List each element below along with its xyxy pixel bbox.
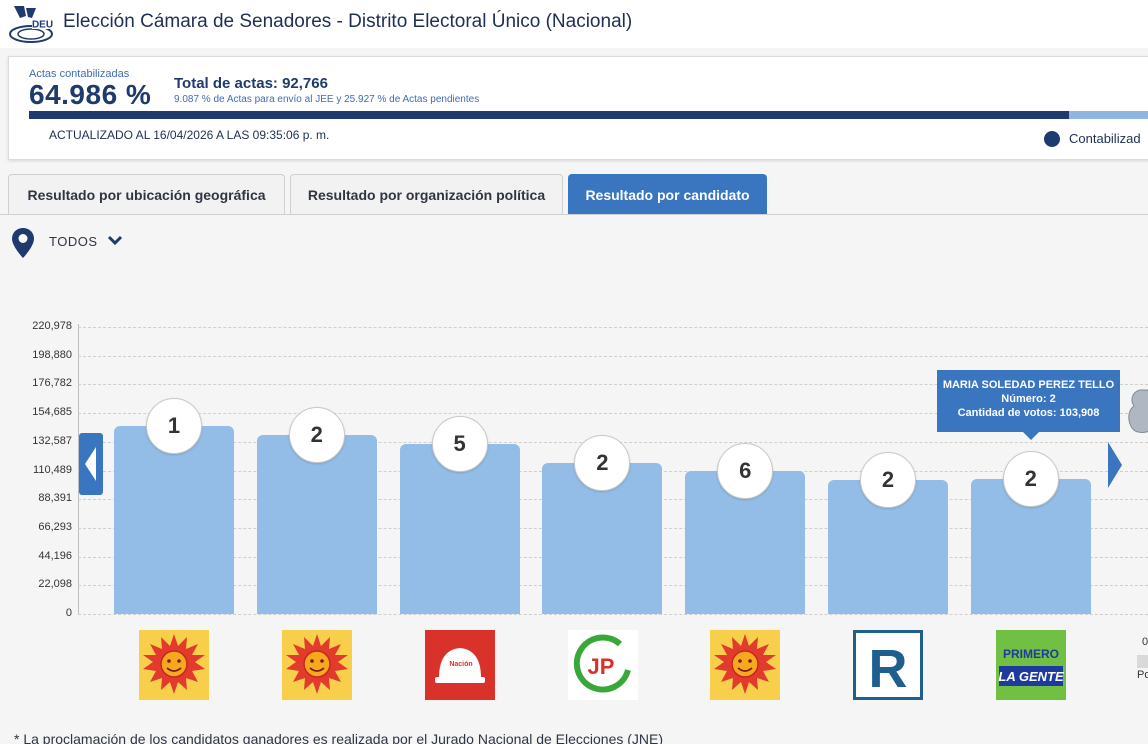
y-tick-label: 220,978 (32, 320, 72, 332)
deu-logo: DEU (9, 6, 53, 43)
party-logo-primero-la-gente: PRIMERO LA GENTE (996, 630, 1066, 700)
party-logo-sun-3 (710, 630, 780, 700)
tab-geographic[interactable]: Resultado por ubicación geográfica (8, 174, 285, 215)
tabs-divider (0, 214, 1148, 215)
y-tick-label: 198,880 (32, 348, 72, 361)
candidate-number-badge: 5 (431, 415, 488, 472)
grid-line (78, 614, 1148, 615)
tooltip-name: MARIA SOLEDAD PEREZ TELLO (942, 379, 1115, 391)
grid-line (78, 327, 1148, 328)
plg-logo-top: PRIMERO (1003, 647, 1059, 661)
legend-label: Contabilizad (1069, 131, 1141, 146)
tooltip-votes: Cantidad de votos: 103,908 (957, 407, 1100, 419)
progress-bar (29, 111, 1148, 119)
plg-logo-bottom: LA GENTE (998, 669, 1064, 684)
y-tick-label: 176,782 (32, 377, 72, 390)
y-tick-label: 132,587 (32, 434, 72, 447)
candidate-bar[interactable] (114, 425, 234, 614)
actas-label: Actas contabilizadas (29, 68, 130, 80)
actas-subtext: 9.087 % de Actas para envío al JEE y 25.… (174, 94, 480, 105)
party-logo-sun-1 (139, 630, 209, 700)
progress-fill (29, 111, 1069, 119)
actas-percentage: 64.986 % (29, 79, 152, 110)
updated-timestamp: ACTUALIZADO AL 16/04/2026 A LAS 09:35:06… (49, 128, 330, 142)
header: DEU Elección Cámara de Senadores - Distr… (0, 0, 1148, 48)
candidate-number-badge: 2 (1002, 451, 1059, 508)
y-tick-label: 110,489 (33, 463, 72, 476)
party-logo-helmet: Nación (425, 630, 495, 700)
y-tick-label: 154,685 (32, 406, 72, 419)
helmet-logo-text: Nación (449, 661, 472, 668)
page-title: Elección Cámara de Senadores - Distrito … (63, 11, 633, 32)
total-actas: Total de actas: 92,766 (174, 75, 328, 92)
chevron-down-icon[interactable] (107, 235, 123, 247)
r-logo-text: R (869, 639, 908, 699)
candidate-number-badge: 6 (717, 443, 774, 500)
partial-label: Po (1137, 669, 1148, 681)
y-tick-label: 0 (65, 607, 72, 619)
tab-candidate[interactable]: Resultado por candidato (568, 174, 767, 215)
location-select-value[interactable]: TODOS (49, 234, 98, 249)
candidate-number-badge: 2 (860, 452, 916, 509)
candidate-number-badge: 2 (574, 435, 631, 492)
y-tick-label: 22,098 (38, 578, 72, 591)
tooltip-number: Número: 2 (1001, 393, 1056, 405)
y-tick-label: 66,293 (38, 520, 72, 533)
grid-line (78, 384, 1148, 386)
chart-prev-button[interactable] (79, 433, 103, 495)
candidate-photo-partial (1128, 389, 1148, 433)
logo-text: DEU (32, 20, 53, 31)
candidate-bar[interactable] (399, 443, 520, 614)
location-pin-icon[interactable] (11, 227, 35, 259)
y-axis-line (78, 324, 79, 615)
chevron-left-icon (85, 447, 96, 481)
grid-line (78, 413, 1148, 415)
tab-political-org[interactable]: Resultado por organización política (290, 174, 563, 215)
party-logo-sun-2 (282, 630, 352, 700)
legend-dot (1044, 131, 1060, 147)
candidate-bar[interactable] (256, 434, 377, 614)
jp-logo-text: JP (588, 654, 615, 679)
y-tick-label: 88,391 (38, 492, 72, 505)
y-tick-label: 44,196 (38, 549, 72, 562)
candidate-number-badge: 1 (146, 397, 202, 454)
partial-zero-label: 0 (1142, 636, 1148, 648)
bar-tooltip: MARIA SOLEDAD PEREZ TELLO Número: 2 Cant… (937, 370, 1120, 432)
summary-panel: Actas contabilizadas 64.986 % Total de a… (8, 56, 1148, 160)
party-logo-r: R (853, 630, 923, 700)
footnote: * La proclamación de los candidatos gana… (14, 731, 664, 744)
tooltip-arrow (1022, 431, 1040, 440)
chart-next-button[interactable] (1106, 440, 1124, 490)
party-logo-jp: JP (568, 630, 638, 700)
candidate-number-badge: 2 (288, 406, 345, 463)
grid-line (78, 355, 1148, 357)
partial-legend-bar (1137, 655, 1148, 668)
